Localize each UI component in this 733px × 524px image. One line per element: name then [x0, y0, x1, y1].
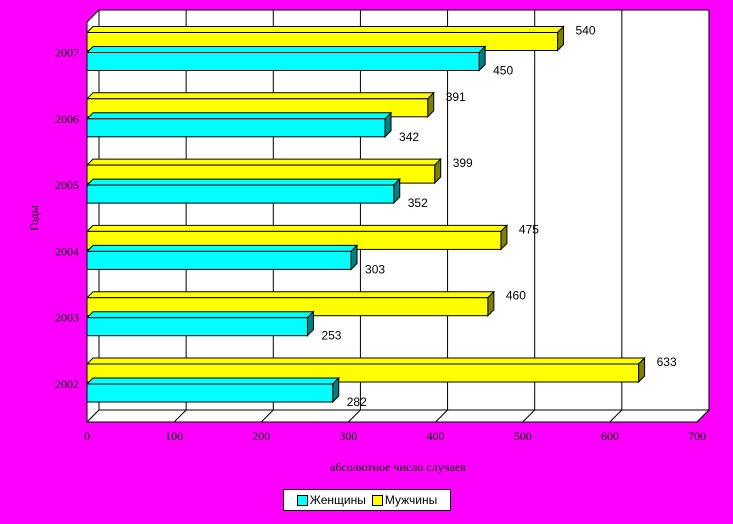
legend-swatch-women	[296, 494, 308, 506]
legend-swatch-men	[371, 494, 383, 506]
bar-women-2003	[85, 310, 315, 337]
bars	[85, 25, 646, 404]
y-tick-label-2003: 2003	[55, 311, 79, 325]
bar-women-2007	[85, 45, 487, 72]
x-tick-label-100: 100	[165, 429, 183, 443]
value-label-women-2002: 282	[347, 395, 367, 409]
x-tick-label-0: 0	[84, 429, 90, 443]
x-tick-label-600: 600	[601, 429, 619, 443]
data-labels: 633 282 460 253 475 303 399 352 391 342 540 450	[321, 24, 676, 410]
bar-women-2002	[85, 376, 340, 404]
x-tick-label-400: 400	[427, 429, 445, 443]
plot-area	[85, 8, 711, 424]
value-label-women-2006: 342	[399, 130, 419, 144]
legend-item-men: Мужчины	[371, 493, 438, 507]
floor-gridline-600	[609, 409, 623, 423]
floor-gridline-300	[348, 409, 361, 423]
value-label-women-2004: 303	[365, 262, 385, 276]
value-label-women-2003: 253	[321, 329, 341, 343]
floor-gridline-100	[173, 409, 187, 423]
bar-women-2005	[85, 177, 401, 205]
back-wall	[98, 9, 710, 411]
legend-item-women: Женщины	[296, 493, 366, 507]
floor-gridline-400	[435, 409, 448, 423]
x-tick-label-500: 500	[514, 429, 532, 443]
value-label-women-2007: 450	[493, 64, 513, 78]
floor-gridline-200	[260, 409, 274, 423]
floor-gridline-500	[522, 409, 536, 423]
value-label-men-2004: 475	[519, 222, 539, 236]
value-label-men-2005: 399	[453, 156, 473, 170]
value-label-men-2003: 460	[506, 289, 526, 303]
floor-gridline-700	[696, 409, 710, 423]
x-tick-labels: 0 100 200 300 400 500 600 700	[84, 429, 706, 443]
y-axis-label: Годы	[27, 205, 41, 231]
y-tick-label-2005: 2005	[55, 178, 79, 192]
x-tick-label-300: 300	[339, 429, 357, 443]
y-tick-label-2002: 2002	[55, 377, 79, 391]
bar-women-2004	[85, 244, 359, 271]
value-label-men-2002: 633	[657, 355, 677, 369]
x-tick-label-700: 700	[688, 429, 706, 443]
legend: Женщины Мужчины	[283, 489, 451, 511]
legend-label-women: Женщины	[309, 493, 366, 507]
gridlines	[173, 10, 710, 423]
y-tick-label-2007: 2007	[55, 46, 79, 60]
value-label-men-2007: 540	[576, 24, 596, 38]
value-label-men-2006: 391	[446, 90, 466, 104]
value-label-women-2005: 352	[408, 196, 428, 210]
legend-label-men: Мужчины	[384, 493, 438, 507]
bar-women-2006	[85, 111, 393, 139]
y-tick-label-2004: 2004	[55, 244, 79, 258]
y-tick-label-2006: 2006	[55, 112, 79, 126]
x-axis-label: абсолютное число случаев	[330, 460, 466, 474]
x-tick-label-200: 200	[252, 429, 270, 443]
y-tick-labels: 2002 2003 2004 2005 2006 2007	[55, 46, 79, 392]
